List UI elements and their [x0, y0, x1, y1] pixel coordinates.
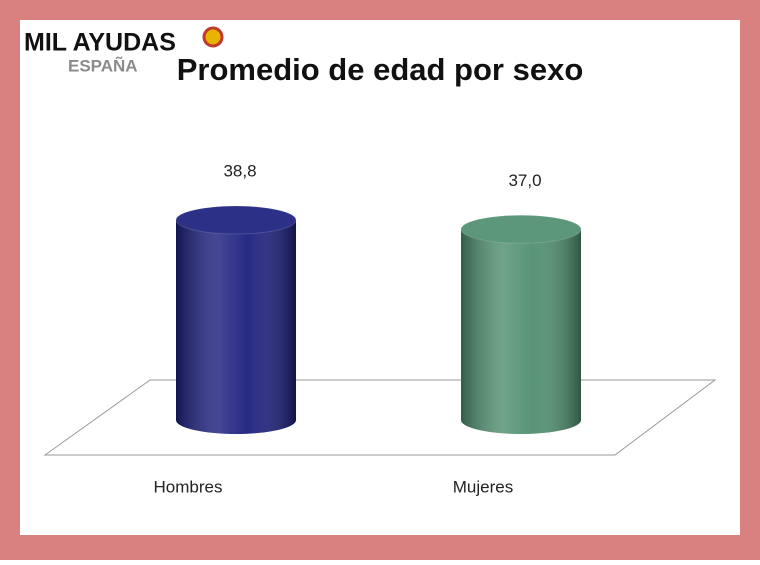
- cylinder-shading: [176, 220, 296, 434]
- x-tick-label: Hombres: [154, 477, 223, 496]
- cylinder-top: [175, 205, 297, 235]
- panel: [20, 20, 740, 535]
- cylinder-top-shine: [461, 215, 581, 244]
- chart-title: Promedio de edad por sexo: [177, 52, 584, 87]
- value-label: 37,0: [508, 171, 541, 190]
- cylinder-top: [460, 214, 582, 244]
- cylinder-top-shine: [176, 206, 296, 234]
- watermark-country: ESPAÑA: [68, 55, 138, 75]
- x-tick-label: Mujeres: [453, 477, 513, 496]
- cylinder-shading: [461, 229, 581, 434]
- floor: [43, 379, 717, 456]
- flag-icon: [202, 26, 224, 48]
- watermark-brand: MIL AYUDAS: [24, 29, 176, 57]
- value-label: 38,8: [223, 161, 256, 180]
